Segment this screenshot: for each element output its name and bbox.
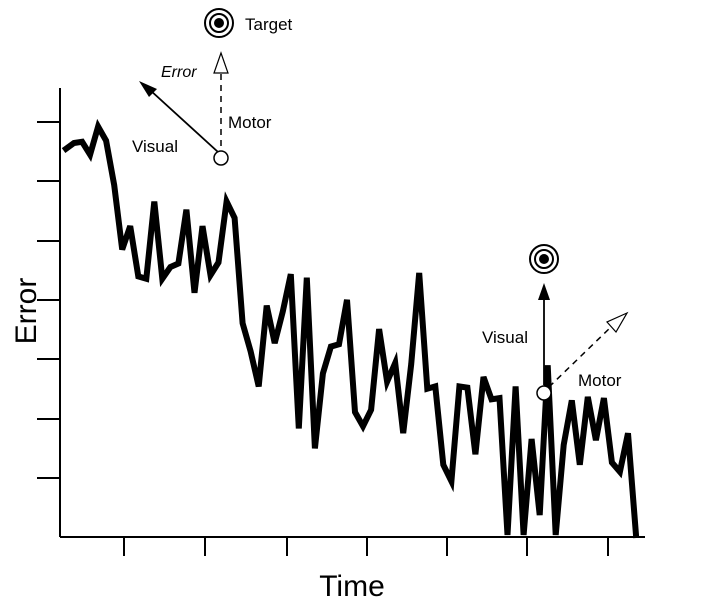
y-axis-label: Error: [10, 278, 43, 345]
right-motor-label: Motor: [578, 371, 622, 390]
motor-dashed-vector: [548, 324, 614, 388]
right-annotation: Visual Motor: [482, 244, 629, 401]
series-points: [65, 126, 637, 536]
top-annotation: Target Error Motor Visual: [132, 8, 293, 166]
error-label: Error: [161, 64, 197, 81]
target-middle-ring: [209, 13, 229, 33]
target-center-dot: [214, 18, 224, 28]
hand-start-circle: [536, 385, 552, 401]
target-label: Target: [245, 15, 293, 34]
hand-start-circle: [213, 150, 229, 166]
x-ticks: [123, 537, 609, 556]
target-middle-ring: [534, 249, 554, 269]
x-axis-label: Time: [319, 570, 385, 603]
motor-arrowhead: [213, 51, 229, 74]
y-ticks: [37, 121, 60, 479]
motor-arrowhead: [606, 311, 629, 334]
target-outer-ring: [204, 8, 234, 38]
visual-vector: [149, 89, 219, 153]
visual-arrowhead: [139, 81, 157, 97]
right-visual-label: Visual: [482, 328, 528, 347]
series-line: [61, 118, 640, 539]
target-center-dot: [539, 254, 549, 264]
top-motor-label: Motor: [228, 113, 272, 132]
target-outer-ring: [529, 244, 559, 274]
top-visual-label: Visual: [132, 137, 178, 156]
visual-arrowhead: [538, 283, 550, 300]
